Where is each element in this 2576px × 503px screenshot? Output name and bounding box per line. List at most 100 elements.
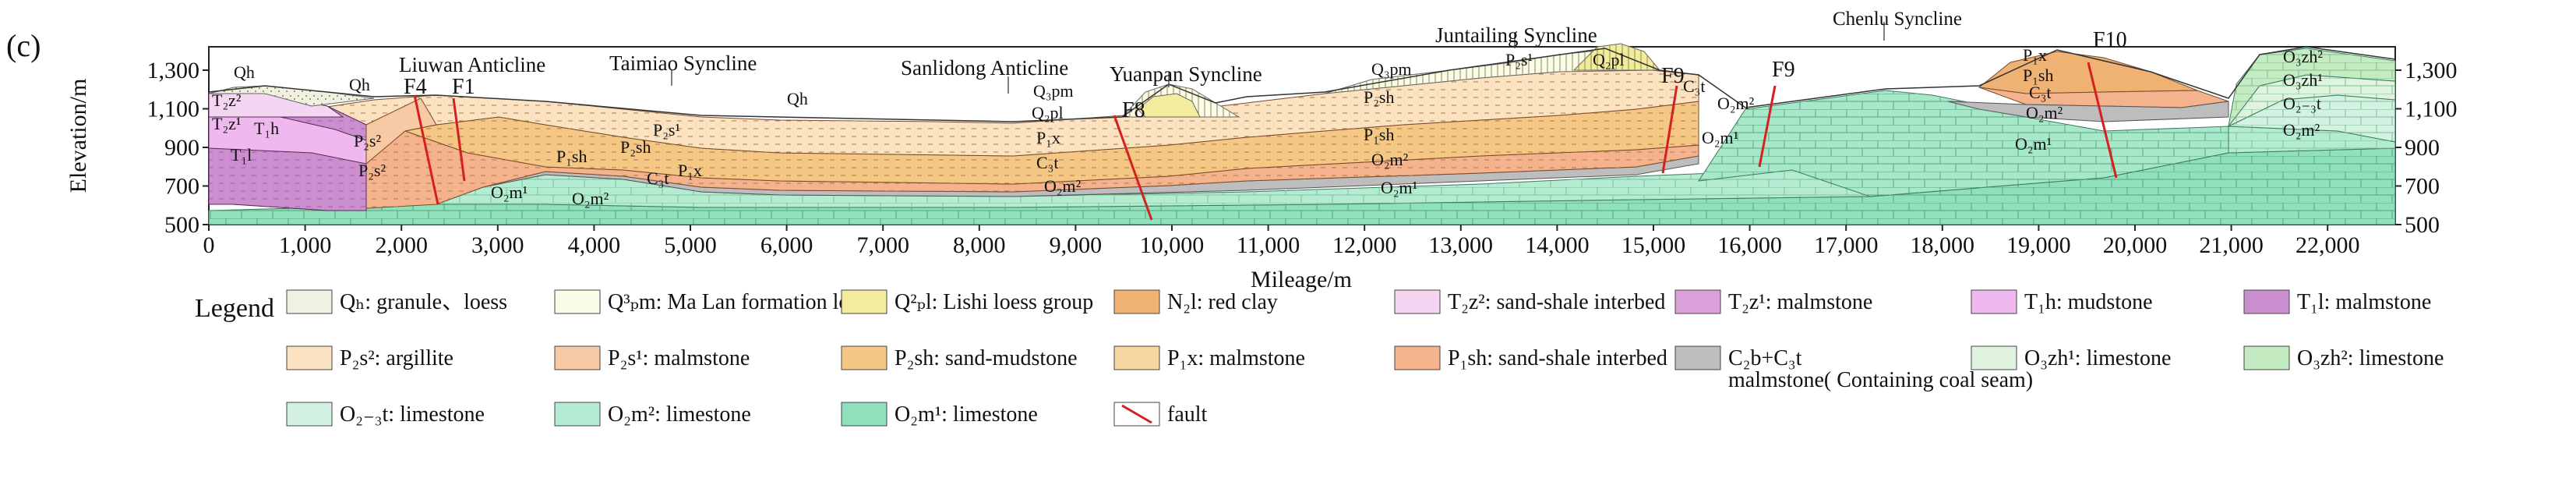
y-tick-label-left: 900 <box>164 135 199 161</box>
legend-item-n2l: N₂l: red clay <box>1113 289 1278 314</box>
unit-label-p2s2a: P₂s² <box>354 131 381 151</box>
legend-label: T₁l: malmstone <box>2297 290 2431 314</box>
legend-item-q3m: Q³ₚm: Ma Lan formation loess <box>554 289 877 314</box>
legend-swatch <box>1113 345 1160 370</box>
legend-label: T₁h: mudstone <box>2024 290 2153 314</box>
unit-label-o2m2b: O₂m² <box>1044 176 1082 196</box>
legend-swatch <box>286 289 333 314</box>
x-tick-label: 2,000 <box>375 232 428 258</box>
unit-label-o23t: O₂₋₃t <box>2283 94 2321 113</box>
unit-label-p1xc: P₁x <box>2023 45 2047 65</box>
legend-swatch <box>1394 289 1441 314</box>
legend-swatch <box>286 345 333 370</box>
fault-label-f10: F10 <box>2093 28 2127 52</box>
unit-label-qh1: Qh <box>234 62 255 82</box>
y-axis-title: Elevation/m <box>65 79 91 193</box>
x-tick-label: 8,000 <box>953 232 1006 258</box>
unit-label-t2z2: T₂z² <box>212 90 242 110</box>
legend-label: Qₕ: granule、loess <box>340 290 507 314</box>
legend-item-p1sh: P₁sh: sand-shale interbed <box>1394 345 1667 370</box>
unit-label-p1xa: P₁x <box>678 161 702 180</box>
unit-label-o2m2e: O₂m² <box>2026 103 2063 122</box>
legend-label: fault <box>1167 402 1208 427</box>
y-tick-label-left: 1,100 <box>147 97 200 122</box>
legend-label: T₂z¹: malmstone <box>1728 290 1872 314</box>
unit-q2pl-sanlidong <box>1137 93 1201 118</box>
structure-sanlidong: Sanlidong Anticline <box>901 56 1068 80</box>
unit-label-o3zh2: O₃zh² <box>2283 47 2323 66</box>
x-tick-label: 10,000 <box>1140 232 1205 258</box>
unit-label-p2sha: P₂sh <box>620 137 651 157</box>
unit-label-o2m2d: O₂m² <box>1717 94 1755 113</box>
unit-label-p1xb: P₁x <box>1036 128 1060 147</box>
structure-chenlu: Chenlu Syncline <box>1833 9 1962 30</box>
legend-item-t2z1: T₂z¹: malmstone <box>1674 289 1872 314</box>
unit-label-o2m2c: O₂m² <box>1371 150 1409 169</box>
unit-label-o2m2a: O₂m² <box>572 189 609 208</box>
legend-item-o23t: O₂₋₃t: limestone <box>286 402 485 427</box>
legend-item-o2m2: O₂m²: limestone <box>554 402 751 427</box>
legend-label: O₂m¹: limestone <box>895 402 1038 427</box>
topographic-surface <box>208 46 2396 122</box>
fault-line-f8 <box>1113 115 1153 221</box>
fault-label-f8: F8 <box>1122 98 1145 122</box>
legend: Qₕ: granule、loess Q³ₚm: Ma Lan formation … <box>286 289 2444 427</box>
x-tick-label: 0 <box>203 232 215 258</box>
x-tick-label: 16,000 <box>1717 232 1782 258</box>
x-axis-title: Mileage/m <box>1251 267 1352 292</box>
legend-item-qh: Qₕ: granule、loess <box>286 289 507 314</box>
structure-yuanpan: Yuanpan Syncline <box>1110 62 1262 86</box>
legend-item-p2s1: P₂s¹: malmstone <box>554 345 750 370</box>
unit-label-o2m1a: O₂m¹ <box>491 182 528 202</box>
x-axis: 0 1,000 2,000 3,000 4,000 5,000 6,000 7,000 8,00… <box>203 225 2359 258</box>
structure-juntailing: Juntailing Syncline <box>1435 23 1597 47</box>
legend-label: P₁x: malmstone <box>1167 346 1305 370</box>
unit-label-p1shc: P₁sh <box>2023 66 2053 85</box>
legend-label: N₂l: red clay <box>1167 290 1278 314</box>
x-tick-label: 11,000 <box>1237 232 1300 258</box>
legend-label: O₂₋₃t: limestone <box>340 402 485 427</box>
x-tick-label: 15,000 <box>1621 232 1686 258</box>
y-tick-label-right: 1,100 <box>2405 97 2458 122</box>
y-axis-right: 500 700 900 1,100 1,300 <box>2395 58 2458 238</box>
x-tick-label: 3,000 <box>471 232 524 258</box>
fault-line-f1 <box>452 97 466 182</box>
unit-label-o2m1d: O₂m¹ <box>1702 128 1738 147</box>
y-tick-label-right: 900 <box>2405 135 2440 161</box>
legend-swatch <box>2243 289 2290 314</box>
unit-label-c3tb: C₃t <box>1036 153 1058 172</box>
y-tick-label-left: 500 <box>164 212 199 238</box>
x-tick-label: 1,000 <box>279 232 332 258</box>
legend-swatch <box>554 402 601 427</box>
y-tick-label-right: 1,300 <box>2405 58 2458 83</box>
fault-label-f4: F4 <box>404 75 427 99</box>
legend-swatch <box>841 402 887 427</box>
unit-label-o3zh1: O₃zh¹ <box>2283 70 2323 90</box>
legend-item-o3zh2: O₃zh²: limestone <box>2243 345 2444 370</box>
legend-label: P₂sh: sand-mudstone <box>895 346 1078 370</box>
y-tick-label-right: 500 <box>2405 212 2440 238</box>
legend-swatch <box>841 345 887 370</box>
legend-label: O₂m²: limestone <box>608 402 751 427</box>
legend-swatch <box>554 345 601 370</box>
unit-label-c3ta: C₃t <box>647 168 669 188</box>
x-tick-label: 5,000 <box>664 232 717 258</box>
fault-line-f9a <box>1661 85 1678 174</box>
unit-label-o2m1c: O₂m¹ <box>1381 178 1417 197</box>
fault-icon <box>1121 404 1152 424</box>
legend-swatch <box>841 289 887 314</box>
legend-swatch <box>1674 345 1721 370</box>
panel-label: (c) <box>6 28 41 63</box>
legend-item-t1l: T₁l: malmstone <box>2243 289 2431 314</box>
x-tick-label: 4,000 <box>568 232 621 258</box>
y-tick-label-right: 700 <box>2405 174 2440 200</box>
unit-label-t1l: T₁l <box>231 145 252 165</box>
legend-item-p2s2: P₂s²: argillite <box>286 345 453 370</box>
x-tick-label: 19,000 <box>2006 232 2071 258</box>
legend-item-t1h: T₁h: mudstone <box>1971 289 2153 314</box>
legend-item-p1x: P₁x: malmstone <box>1113 345 1305 370</box>
legend-label: P₁sh: sand-shale interbed <box>1448 346 1667 370</box>
